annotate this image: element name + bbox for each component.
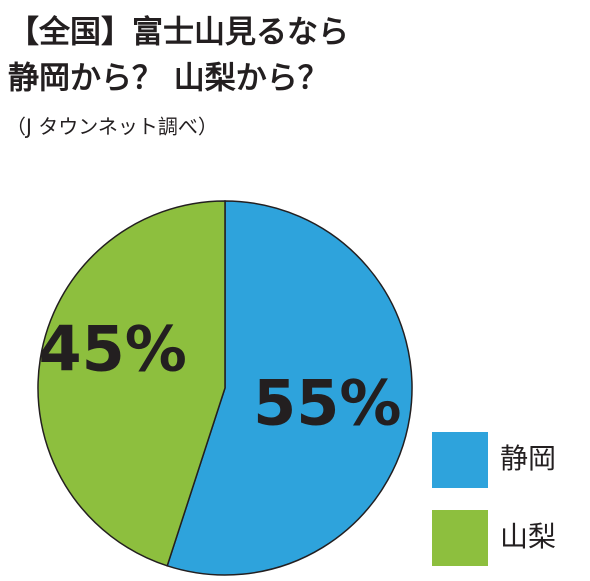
data-label: 45% [38,312,186,385]
legend-swatch [432,432,488,488]
pie-slice [37,200,226,567]
legend-swatch [432,510,488,566]
legend-label: 山梨 [500,520,556,553]
data-label: 55% [253,367,401,440]
chart-subtitle: （J タウンネット調べ） [6,115,218,139]
legend-label: 静岡 [500,442,556,475]
pie-slice [166,200,413,576]
chart-title: 【全国】富士山見るなら [8,15,349,51]
chart-title: 静岡から？ 山梨から？ [8,61,329,97]
